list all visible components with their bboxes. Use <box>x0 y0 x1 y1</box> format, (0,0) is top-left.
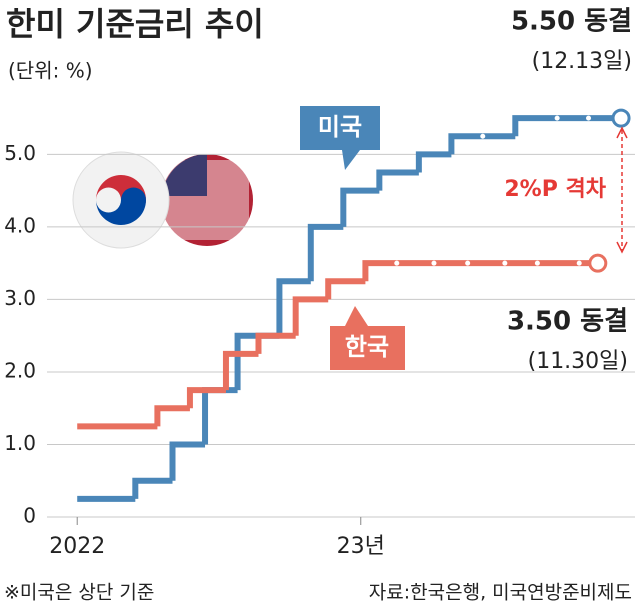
hold-marker <box>394 260 400 266</box>
hold-marker <box>480 133 486 139</box>
y-tick-label: 2.0 <box>4 358 36 382</box>
step-segment <box>186 387 226 409</box>
hold-marker <box>534 260 540 266</box>
us-annotation: 5.50 동결 <box>511 7 632 37</box>
kr-label-box <box>330 306 405 370</box>
step-segment <box>415 151 452 173</box>
hold-marker <box>576 260 582 266</box>
hold-marker <box>554 115 560 121</box>
kr-annotation: 3.50 동결 <box>507 307 628 337</box>
flags <box>72 151 253 249</box>
chart-subtitle: (단위: %) <box>8 59 93 83</box>
step-segment <box>376 169 419 191</box>
series <box>77 108 631 502</box>
chart-title: 한미 기준금리 추이 <box>6 5 264 43</box>
plot: 0 1.0 2.0 3.0 4.0 5.0 2022 23년 <box>4 108 635 559</box>
hold-marker <box>465 260 471 266</box>
step-segment <box>154 405 190 427</box>
end-marker <box>611 108 631 128</box>
step-segment <box>448 133 483 155</box>
hold-marker <box>502 260 508 266</box>
series <box>77 253 608 430</box>
gap-arrow-heads <box>616 126 628 254</box>
x-tick-label: 2022 <box>49 534 105 559</box>
y-tick-label: 0 <box>23 504 36 528</box>
kr-date: (11.30일) <box>528 349 628 374</box>
us-flag-canton <box>162 154 207 196</box>
step-segment <box>512 115 558 137</box>
step-segment <box>362 260 397 282</box>
source: 자료:한국은행, 미국연방준비제도 <box>369 582 632 604</box>
kr-label: 한국 <box>345 333 389 361</box>
step-segment <box>202 387 238 445</box>
gap-label: 2%P 격차 <box>504 177 606 202</box>
step-segment <box>340 187 380 227</box>
us-label-box <box>300 106 380 170</box>
step-segment <box>255 332 296 354</box>
y-tick-label: 1.0 <box>4 431 36 455</box>
step-segment <box>325 278 366 300</box>
us-date: (12.13일) <box>532 49 632 74</box>
y-tick-label: 5.0 <box>4 141 36 165</box>
y-tick-label: 4.0 <box>4 213 36 237</box>
step-segment <box>132 477 173 499</box>
x-tick-label: 23년 <box>337 534 385 559</box>
end-marker <box>588 253 608 273</box>
kr-flag-blue <box>96 187 146 225</box>
step-segment <box>222 350 259 391</box>
step-segment <box>169 441 206 481</box>
hold-marker <box>431 260 437 266</box>
step-segment <box>292 296 329 336</box>
us-label: 미국 <box>318 113 362 141</box>
step-segment <box>276 278 311 336</box>
y-tick-label: 3.0 <box>4 286 36 310</box>
footnote: ※미국은 상단 기준 <box>4 582 154 604</box>
step-segment <box>307 223 344 282</box>
hold-marker <box>586 115 592 121</box>
